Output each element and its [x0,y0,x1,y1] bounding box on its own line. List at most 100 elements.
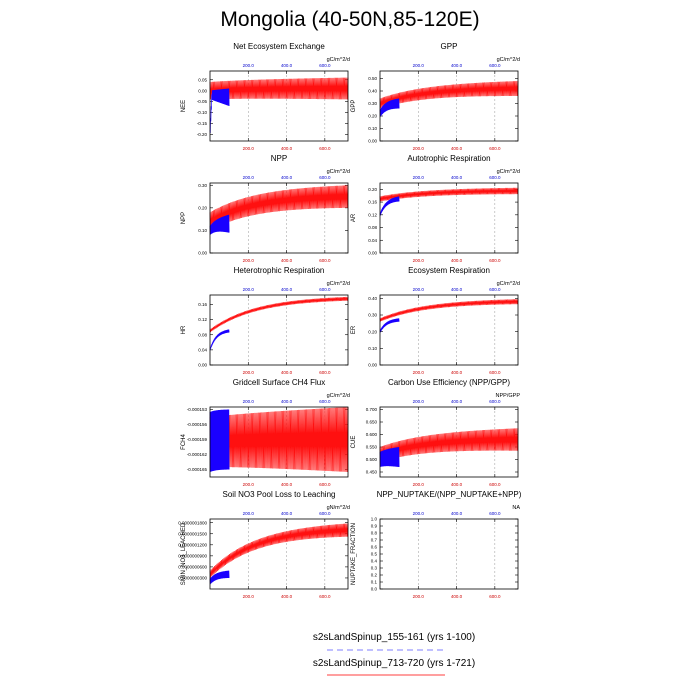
y-tick-label: 0.0000000600 [178,564,207,569]
y-tick-label: 0.08 [198,332,207,337]
y-tick-label: -0.000159 [187,437,208,442]
y-tick-label: 0.40 [368,296,377,301]
y-tick-label: 0.1 [371,580,378,585]
series-line-case1 [209,409,230,472]
x-tick-label-top: 600.0 [489,399,501,404]
legend-label-case2: s2sLandSpinup_713-720 (yrs 1-721) [312,658,476,669]
y-tick-label: 0.5 [371,552,378,557]
y-tick-label: 0.10 [368,346,377,351]
x-tick-label-top: 400.0 [281,63,293,68]
series-line-case1 [379,98,400,117]
figure-title: Mongolia (40-50N,85-120E) [220,8,480,31]
x-tick-label-top: 600.0 [489,287,501,292]
x-tick-label-bottom: 600.0 [319,594,331,599]
series-line-case1 [379,196,400,216]
y-tick-label: 0.16 [368,200,377,205]
plot-frame [379,406,519,478]
panel-ylabel: SMIN_NO3_LEACHED [181,522,187,585]
y-tick-label: 0.450 [366,470,378,475]
panel-7: Carbon Use Efficiency (NPP/GPP) NPP/GPP CU… [351,378,520,487]
y-tick-label: -0.000156 [187,422,208,427]
y-tick-label: 0.8 [371,531,378,536]
x-tick-label-bottom: 200.0 [413,258,425,263]
x-tick-label-top: 600.0 [319,399,331,404]
panel-title: NPP [271,154,287,163]
x-tick-label-top: 400.0 [281,399,293,404]
y-tick-label: 0.40 [368,89,377,94]
series-line-case2 [379,80,519,109]
x-tick-label-bottom: 400.0 [281,594,293,599]
x-tick-label-bottom: 200.0 [413,370,425,375]
y-tick-label: -0.000165 [187,467,208,472]
y-tick-label: 0.700 [366,407,378,412]
panel-1: GPP gC/m^2/d GPP 200.0 200.0 400.0 400.0 600.0 6… [351,42,520,151]
y-tick-label: 0.600 [366,432,378,437]
panel-units: gN/m^2/d [327,505,350,511]
panel-title: Autotrophic Respiration [407,154,490,163]
x-tick-label-bottom: 600.0 [319,258,331,263]
panel-units: gC/m^2/d [327,57,350,63]
plot-frame [209,182,349,254]
plot-frame [379,294,519,366]
x-tick-label-bottom: 400.0 [451,258,463,263]
x-tick-label-bottom: 400.0 [281,370,293,375]
panel-ylabel: NEE [181,100,187,112]
y-tick-label: 0.10 [368,126,377,131]
y-tick-label: 0.0 [371,587,378,592]
panel-units: gC/m^2/d [327,281,350,287]
x-tick-label-top: 400.0 [451,511,463,516]
y-tick-label: 0.00 [368,363,377,368]
y-tick-label: 0.04 [368,238,377,243]
x-tick-label-top: 400.0 [451,399,463,404]
y-tick-label: 0.30 [198,183,207,188]
x-tick-label-bottom: 600.0 [489,594,501,599]
y-tick-label: 1.0 [371,517,378,522]
y-tick-label: 0.7 [371,538,378,543]
x-tick-label-top: 200.0 [413,399,425,404]
panel-ylabel: NPP [181,212,187,224]
panel-title: Ecosystem Respiration [408,266,490,275]
y-tick-label: 0.9 [371,524,378,529]
y-tick-label: 0.30 [368,101,377,106]
x-tick-label-bottom: 400.0 [281,482,293,487]
panel-ylabel: NUPTAKE_FRACTION [351,523,357,585]
x-tick-label-bottom: 200.0 [413,594,425,599]
y-tick-label: 0.30 [368,313,377,318]
x-tick-label-bottom: 600.0 [489,258,501,263]
y-tick-label: 0.05 [198,77,207,82]
x-tick-label-top: 200.0 [413,175,425,180]
y-tick-label: 0.500 [366,457,378,462]
panel-ylabel: CUE [351,436,357,449]
panel-title: Net Ecosystem Exchange [233,42,325,51]
panel-ylabel: ER [351,325,357,334]
x-tick-label-bottom: 400.0 [451,146,463,151]
panel-units: gC/m^2/d [327,393,350,399]
y-tick-label: 0.20 [198,205,207,210]
y-tick-label: 0.00 [198,88,207,93]
x-tick-label-bottom: 600.0 [489,482,501,487]
x-tick-label-top: 600.0 [319,287,331,292]
series-line-case1 [379,447,400,468]
x-tick-label-bottom: 400.0 [281,258,293,263]
x-tick-label-top: 600.0 [489,175,501,180]
x-tick-label-top: 200.0 [413,287,425,292]
y-tick-label: 0.10 [198,228,207,233]
panel-ylabel: AR [351,213,357,222]
series-line-case1 [209,214,230,235]
x-tick-label-top: 600.0 [319,63,331,68]
y-tick-label: -0.10 [197,110,208,115]
panel-9: NPP_NUPTAKE/(NPP_NUPTAKE+NPP) NA NUPTAKE_F… [351,490,522,599]
y-tick-label: 0.00 [198,363,207,368]
y-tick-label: 0.12 [198,317,207,322]
series-line-case2 [209,406,349,472]
x-tick-label-bottom: 600.0 [489,370,501,375]
y-tick-label: 0.6 [371,545,378,550]
y-tick-label: 0.0000001500 [178,531,207,536]
x-tick-label-bottom: 200.0 [243,370,255,375]
y-tick-label: -0.000153 [187,407,208,412]
y-tick-label: 0.650 [366,420,378,425]
panel-title: NPP_NUPTAKE/(NPP_NUPTAKE+NPP) [377,490,522,499]
panel-8: Soil NO3 Pool Loss to Leaching gN/m^2/d SM… [178,490,350,599]
